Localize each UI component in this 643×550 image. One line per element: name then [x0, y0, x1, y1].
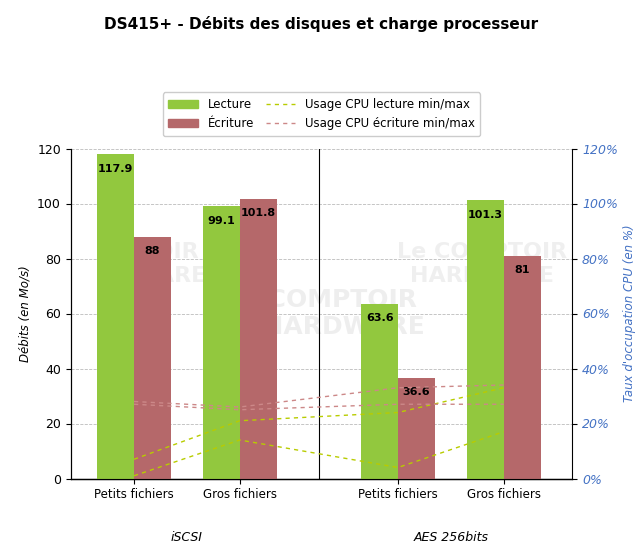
Text: DS415+ - Débits des disques et charge processeur: DS415+ - Débits des disques et charge pr… — [104, 16, 539, 32]
Bar — [398, 378, 435, 478]
Bar — [97, 154, 134, 478]
Bar — [240, 199, 276, 478]
Bar — [361, 304, 398, 478]
Bar — [134, 236, 171, 478]
Bar — [203, 206, 240, 478]
Text: 117.9: 117.9 — [98, 164, 133, 174]
Legend: Lecture, Écriture, Usage CPU lecture min/max, Usage CPU écriture min/max: Lecture, Écriture, Usage CPU lecture min… — [163, 92, 480, 136]
Text: 36.6: 36.6 — [403, 387, 430, 398]
Text: 101.8: 101.8 — [240, 208, 276, 218]
Text: 88: 88 — [145, 246, 160, 256]
Text: 101.3: 101.3 — [467, 210, 503, 219]
Text: 81: 81 — [514, 266, 530, 276]
Text: 63.6: 63.6 — [366, 314, 394, 323]
Text: iSCSI: iSCSI — [171, 531, 203, 544]
Bar — [467, 200, 503, 478]
Text: AES 256bits: AES 256bits — [413, 531, 488, 544]
Text: Le COMPTOIR
HARDWARE: Le COMPTOIR HARDWARE — [397, 243, 567, 285]
Y-axis label: Taux d'occupation CPU (en %): Taux d'occupation CPU (en %) — [624, 225, 637, 402]
Text: Le COMPTOIR
du HARDWARE: Le COMPTOIR du HARDWARE — [218, 288, 425, 339]
Text: 99.1: 99.1 — [207, 216, 235, 225]
Text: PTOIR
DWARE: PTOIR DWARE — [115, 243, 206, 285]
Y-axis label: Débits (en Mo/s): Débits (en Mo/s) — [19, 265, 32, 362]
Bar — [503, 256, 541, 478]
